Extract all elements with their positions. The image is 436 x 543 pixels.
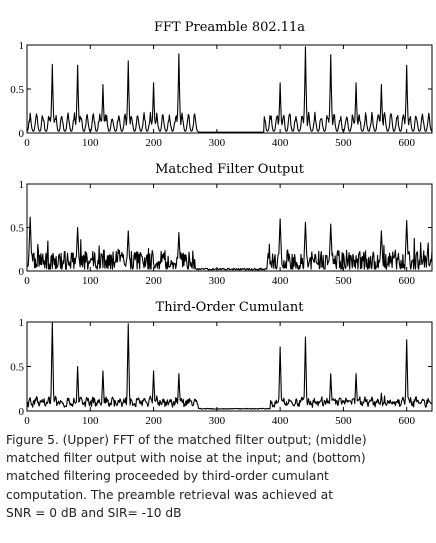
x-tick-label: 400	[272, 137, 289, 149]
x-tick-label: 300	[209, 137, 226, 149]
x-tick-label: 500	[335, 415, 352, 427]
x-tick-label: 100	[82, 137, 99, 149]
x-tick-label: 500	[335, 137, 352, 149]
signal-line	[26, 46, 433, 133]
x-tick-label: 100	[82, 275, 99, 287]
y-tick-label: 0	[19, 266, 25, 278]
x-tick-label: 200	[145, 137, 162, 149]
x-tick-label: 100	[82, 415, 99, 427]
y-tick-label: 1	[19, 40, 25, 52]
chart-title: Matched Filter Output	[155, 162, 305, 177]
x-tick-label: 600	[398, 137, 415, 149]
caption-line: SNR = 0 dB and SIR= -10 dB	[6, 505, 182, 520]
x-tick-label: 600	[398, 415, 415, 427]
signal-line	[26, 216, 433, 271]
x-tick-label: 0	[24, 415, 30, 427]
chart-panel-1: FFT Preamble 802.11a 0 100 200 300 400 500 600 0…	[10, 20, 433, 149]
x-tick-label: 300	[209, 415, 226, 427]
x-tick-label: 500	[335, 275, 352, 287]
figure-caption: Figure 5. (Upper) FFT of the matched fil…	[6, 431, 434, 522]
x-tick-label: 300	[209, 275, 226, 287]
x-tick-label: 200	[145, 275, 162, 287]
chart-title: FFT Preamble 802.11a	[154, 20, 305, 35]
chart-title: Third-Order Cumulant	[156, 300, 305, 315]
chart-panel-3: Third-Order Cumulant 0 100 200 300 400 500 600 0…	[10, 300, 433, 427]
signal-line	[26, 321, 433, 410]
x-tick-label: 600	[398, 275, 415, 287]
caption-line: Figure 5. (Upper) FFT of the matched fil…	[6, 433, 367, 447]
y-tick-label: 0	[19, 406, 25, 418]
y-tick-label: 0	[19, 128, 25, 140]
x-tick-label: 400	[272, 275, 289, 287]
caption-line: matched filtering proceeded by third-ord…	[6, 469, 329, 484]
x-tick-label: 0	[24, 275, 30, 287]
y-tick-label: 1	[19, 317, 25, 329]
x-tick-label: 0	[24, 137, 30, 149]
y-tick-label: 0.5	[10, 84, 24, 96]
y-tick-label: 0.5	[10, 362, 24, 374]
caption-line: matched filter output with noise at the …	[6, 451, 366, 466]
x-tick-label: 200	[145, 415, 162, 427]
chart-panel-2: Matched Filter Output 0 100 200 300 400 500 600…	[10, 162, 433, 287]
x-tick-label: 400	[272, 415, 289, 427]
y-tick-label: 0.5	[10, 223, 24, 235]
caption-line: computation. The preamble retrieval was …	[6, 487, 334, 502]
y-tick-label: 1	[19, 179, 25, 191]
